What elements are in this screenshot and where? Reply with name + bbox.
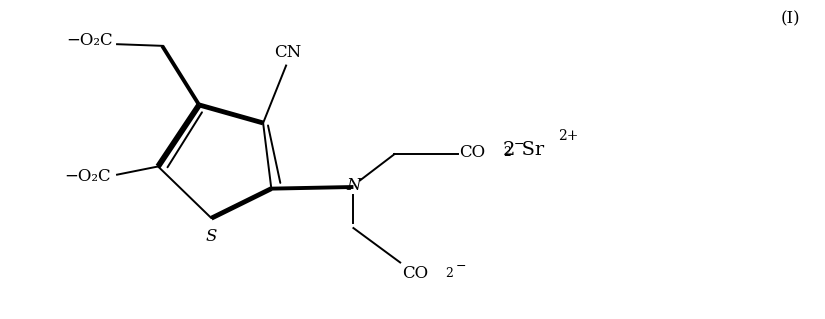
Text: −: −: [456, 260, 466, 273]
Text: −O₂C: −O₂C: [64, 168, 111, 185]
Text: S: S: [205, 228, 217, 245]
Text: 2+: 2+: [558, 129, 578, 143]
Text: CN: CN: [274, 44, 301, 61]
Text: 2 Sr: 2 Sr: [502, 141, 544, 159]
Text: 2: 2: [446, 268, 453, 280]
Text: CO: CO: [402, 265, 428, 283]
Text: −: −: [513, 138, 524, 151]
Text: 2: 2: [502, 146, 511, 159]
Text: CO: CO: [460, 144, 485, 161]
Text: −O₂C: −O₂C: [66, 32, 113, 48]
Text: N: N: [346, 177, 361, 194]
Text: (I): (I): [780, 10, 800, 27]
